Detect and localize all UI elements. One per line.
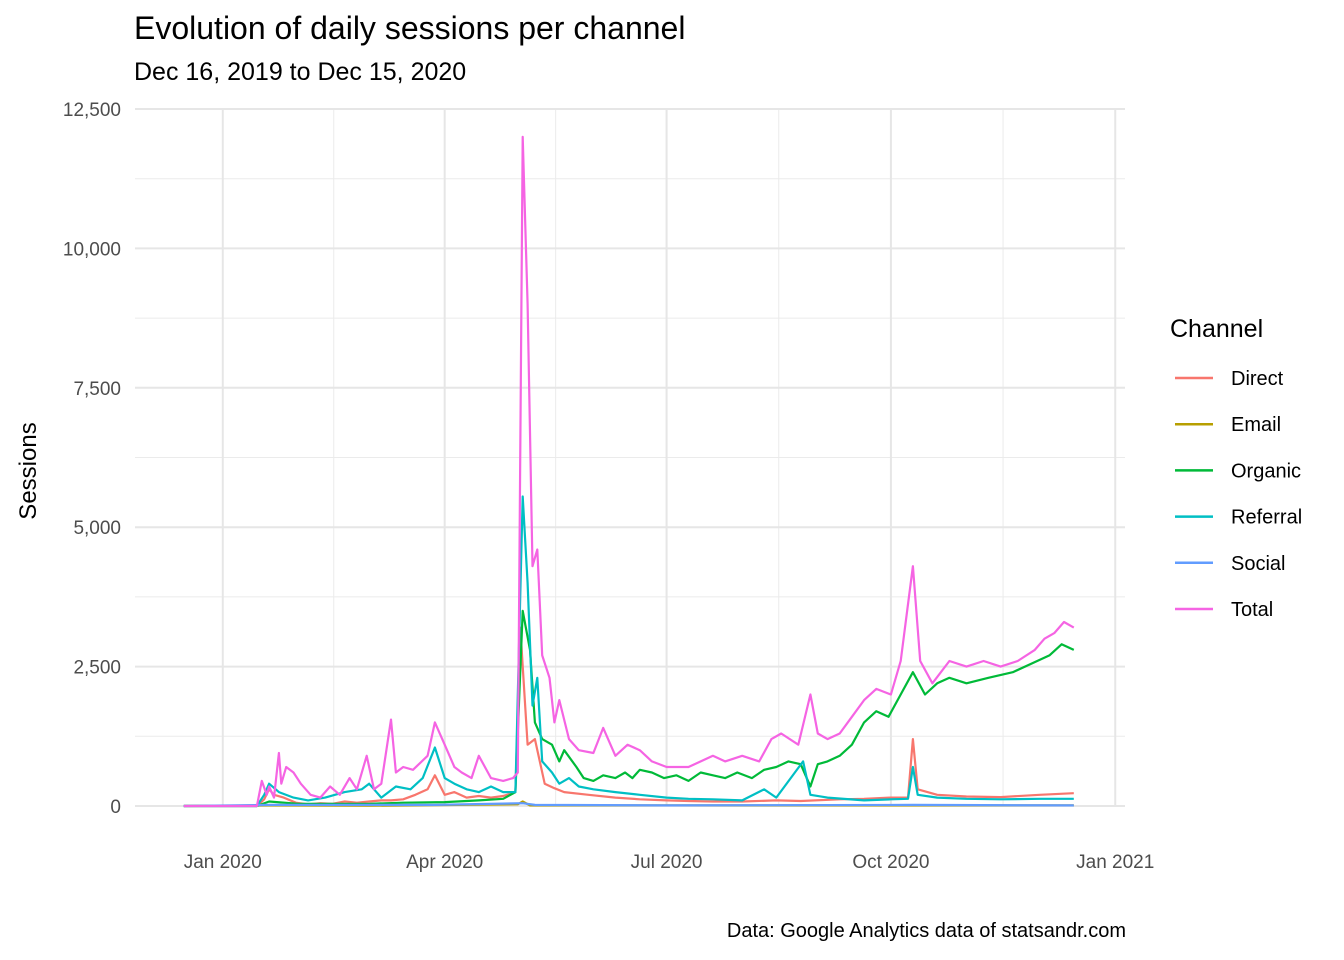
x-tick-label: Jan 2020 [184, 852, 262, 873]
x-tick-label: Apr 2020 [406, 852, 483, 873]
legend-label-social: Social [1231, 553, 1285, 575]
grid-lines [135, 108, 1125, 807]
legend-label-email: Email [1231, 414, 1281, 436]
series-line-total [183, 135, 1075, 808]
y-tick-label: 2,500 [73, 658, 121, 679]
series-line-social [183, 802, 1074, 808]
series-line-direct [183, 626, 1074, 808]
chart-caption: Data: Google Analytics data of statsandr… [726, 920, 1126, 942]
series-lines [183, 135, 1075, 808]
chart-title: Evolution of daily sessions per channel [134, 10, 686, 46]
legend-label-referral: Referral [1231, 507, 1302, 529]
y-tick-label: 10,000 [63, 239, 121, 260]
y-axis-label: Sessions [15, 422, 42, 519]
x-tick-label: Jan 2021 [1076, 852, 1154, 873]
series-line-referral [183, 495, 1074, 808]
legend: Channel Direct Email Organic Referral Social… [1170, 315, 1302, 621]
y-tick-label: 12,500 [63, 100, 121, 121]
chart-subtitle: Dec 16, 2019 to Dec 15, 2020 [134, 58, 467, 86]
legend-label-total: Total [1231, 599, 1273, 621]
legend-label-direct: Direct [1231, 368, 1284, 390]
legend-title: Channel [1170, 315, 1263, 343]
series-line-organic [183, 609, 1075, 808]
legend-label-organic: Organic [1231, 460, 1301, 482]
x-tick-label: Jul 2020 [631, 852, 703, 873]
y-tick-label: 7,500 [73, 379, 121, 400]
y-tick-label: 0 [110, 797, 121, 818]
x-tick-label: Oct 2020 [852, 852, 929, 873]
y-axis-ticks: 0 2,500 5,000 7,500 10,000 12,500 [63, 100, 121, 818]
x-axis-ticks: Jan 2020 Apr 2020 Jul 2020 Oct 2020 Jan 2021 [184, 852, 1155, 873]
y-tick-label: 5,000 [73, 518, 121, 539]
